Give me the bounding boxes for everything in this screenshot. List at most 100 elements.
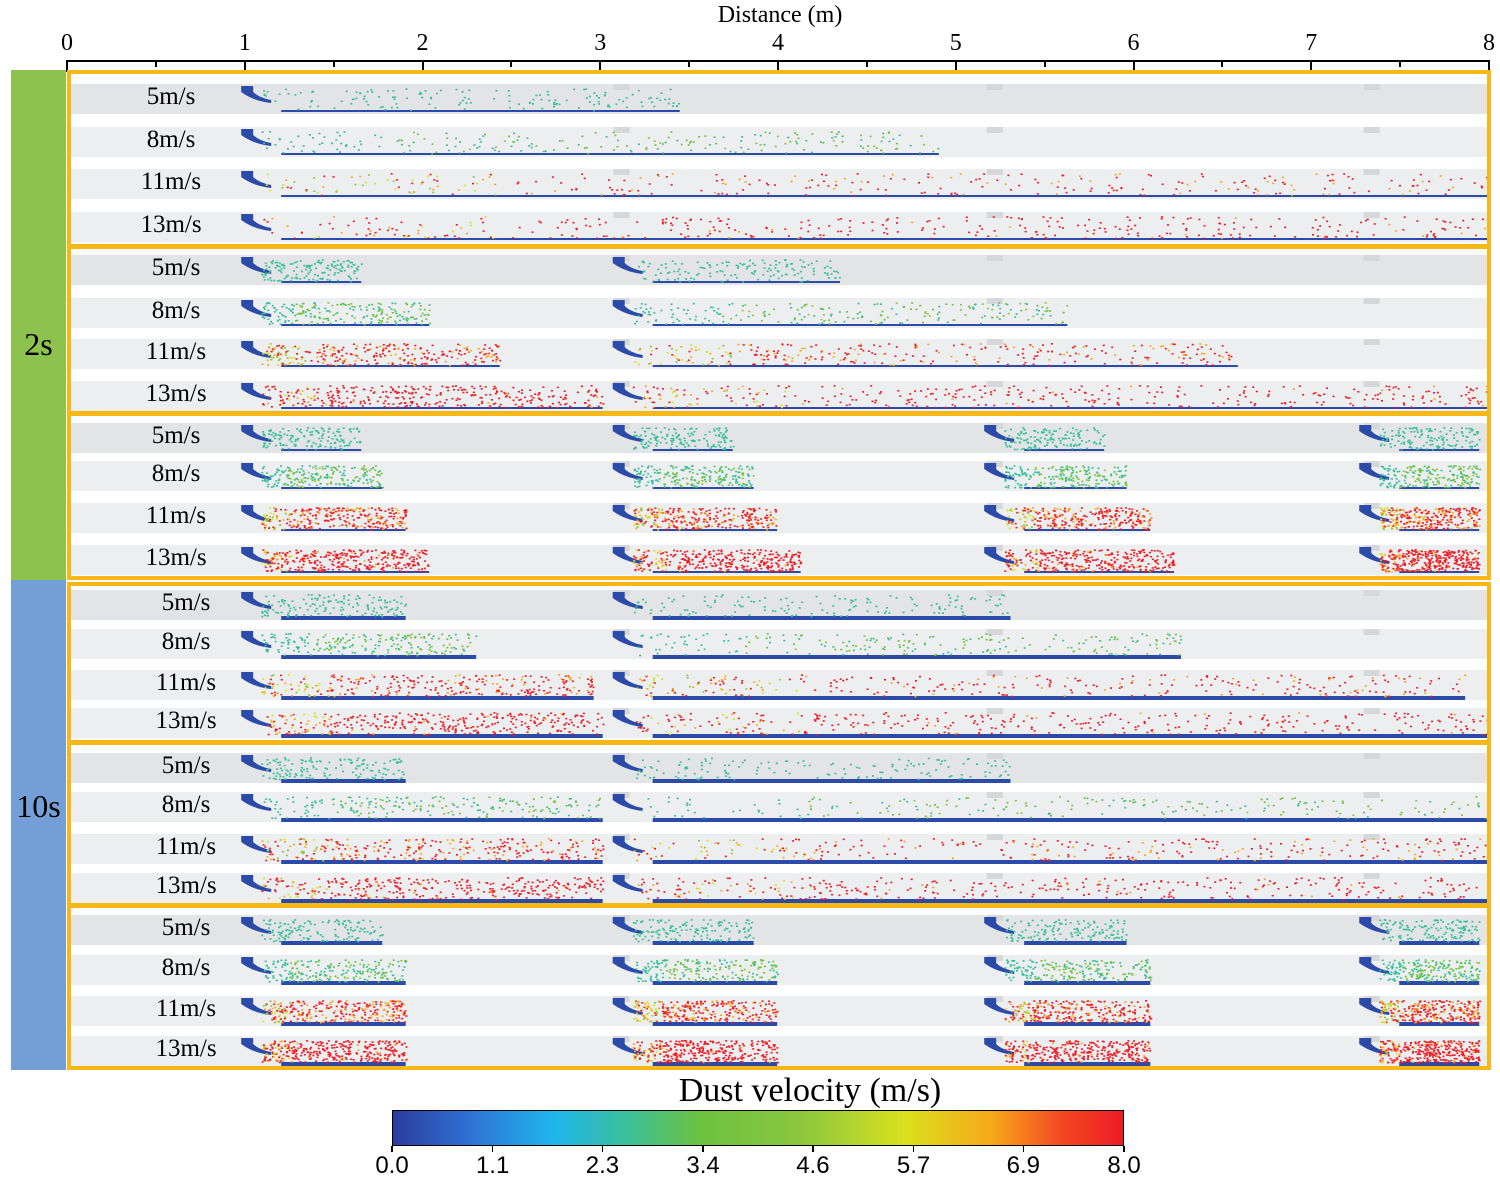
dust-particle xyxy=(349,364,351,366)
dust-particle xyxy=(327,317,329,320)
dust-particle xyxy=(369,478,372,481)
dust-particle xyxy=(673,270,676,273)
dust-particle xyxy=(945,388,948,391)
dust-particle xyxy=(871,352,874,354)
dust-particle xyxy=(1211,364,1214,366)
dust-particle xyxy=(393,233,396,236)
dust-particle xyxy=(1457,484,1460,486)
dust-particle xyxy=(648,507,651,510)
dust-particle xyxy=(725,261,728,263)
dust-particle xyxy=(327,431,330,433)
dust-particle xyxy=(741,524,744,527)
dust-particle xyxy=(777,321,780,323)
dust-particle xyxy=(389,391,392,394)
dust-particle xyxy=(1044,236,1047,239)
duct-support xyxy=(613,84,630,90)
dust-particle xyxy=(921,227,924,229)
dust-particle xyxy=(706,445,709,447)
dust-particle xyxy=(1425,189,1428,191)
dust-particle xyxy=(965,216,968,219)
dust-particle xyxy=(323,136,326,138)
dust-particle xyxy=(395,528,398,530)
dust-particle xyxy=(283,267,286,269)
dust-particle xyxy=(340,263,343,265)
dust-particle xyxy=(1065,478,1067,480)
dust-particle xyxy=(425,362,428,365)
dust-particle xyxy=(1331,173,1334,176)
dust-particle xyxy=(413,359,416,362)
dust-particle xyxy=(466,232,469,235)
dust-particle xyxy=(293,237,296,240)
dust-particle xyxy=(956,193,959,196)
dust-particle xyxy=(754,509,757,512)
dust-particle xyxy=(642,474,645,476)
dust-particle xyxy=(517,181,520,184)
dust-particle xyxy=(1346,397,1349,399)
dust-particle xyxy=(1356,231,1359,234)
dust-particle xyxy=(645,308,648,310)
inlet-nozzle xyxy=(612,341,643,358)
dust-particle xyxy=(1433,392,1435,394)
axis-minor-tick xyxy=(510,60,513,67)
dust-particle xyxy=(468,89,471,91)
dust-particle xyxy=(395,179,398,181)
dust-particle xyxy=(495,356,498,358)
dust-particle xyxy=(924,312,927,314)
dust-particle xyxy=(756,405,759,407)
dust-particle xyxy=(554,99,557,101)
dust-particle xyxy=(363,388,366,391)
dust-particle xyxy=(1462,477,1465,480)
dust-particle xyxy=(1191,343,1194,346)
dust-particle xyxy=(423,138,426,140)
dust-particle xyxy=(495,360,497,363)
dust-particle xyxy=(687,445,690,447)
dust-particle xyxy=(296,525,299,528)
dust-particle xyxy=(829,315,832,317)
dust-particle xyxy=(671,522,674,525)
dust-particle xyxy=(667,510,669,513)
dust-particle xyxy=(1044,477,1047,479)
dust-particle xyxy=(842,358,845,361)
dust-particle xyxy=(1186,236,1189,238)
dust-particle xyxy=(826,265,829,268)
dust-particle xyxy=(1397,434,1400,437)
dust-particle xyxy=(1475,387,1478,390)
dust-particle xyxy=(338,513,341,516)
dust-particle xyxy=(671,316,674,319)
dust-particle xyxy=(266,520,269,522)
dust-particle xyxy=(675,361,678,363)
dust-particle xyxy=(461,389,463,391)
dust-particle xyxy=(358,305,361,307)
dust-particle xyxy=(328,222,331,225)
dust-particle xyxy=(832,356,835,358)
dust-particle xyxy=(1040,481,1043,484)
dust-particle xyxy=(670,440,673,442)
dust-particle xyxy=(790,307,793,309)
dust-particle xyxy=(406,303,408,306)
dust-particle xyxy=(658,393,661,396)
dust-particle xyxy=(636,221,639,223)
dust-particle xyxy=(315,517,318,520)
dust-particle xyxy=(640,509,643,512)
dust-particle xyxy=(703,473,705,475)
dust-particle xyxy=(347,275,350,277)
dust-particle xyxy=(1388,389,1391,391)
dust-particle xyxy=(704,478,706,481)
dust-particle xyxy=(312,278,315,281)
dust-particle xyxy=(1266,193,1269,196)
dust-particle xyxy=(1085,479,1088,481)
dust-particle xyxy=(987,307,990,310)
dust-particle xyxy=(724,441,727,444)
dust-particle xyxy=(1114,173,1117,176)
dust-particle xyxy=(1283,402,1286,404)
dust-particle xyxy=(728,303,731,306)
dust-particle xyxy=(882,132,885,135)
dust-particle xyxy=(369,348,372,350)
dust-particle xyxy=(1086,354,1089,357)
dust-particle xyxy=(1475,467,1478,469)
dust-particle xyxy=(474,363,477,366)
dust-particle xyxy=(439,392,442,394)
dust-particle xyxy=(369,322,372,325)
dust-particle xyxy=(727,323,730,325)
dust-particle xyxy=(1399,484,1402,487)
